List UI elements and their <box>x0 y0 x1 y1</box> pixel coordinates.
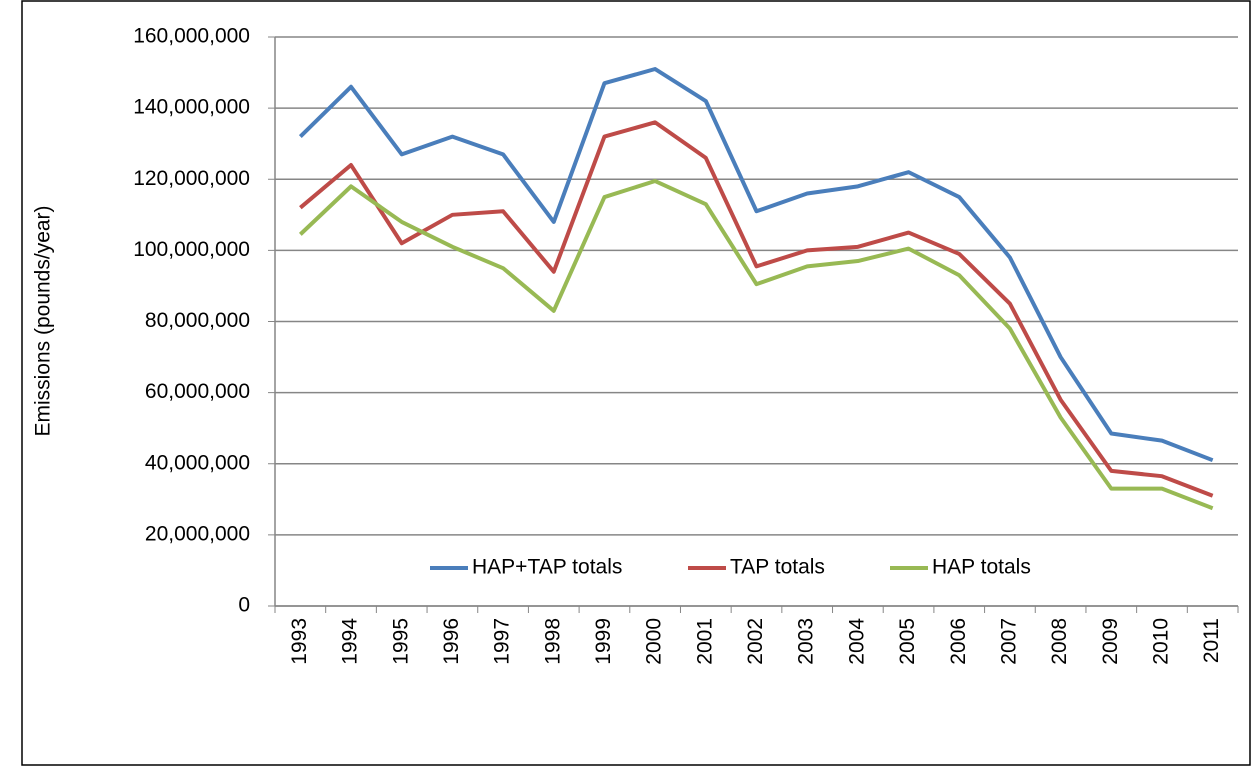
x-tick-label: 2006 <box>947 618 970 665</box>
y-tick-label: 100,000,000 <box>133 238 250 261</box>
x-tick-label: 2000 <box>643 618 666 665</box>
x-tick-label: 2010 <box>1150 618 1173 665</box>
x-tick-label: 2011 <box>1200 618 1223 663</box>
y-tick-label: 140,000,000 <box>133 96 250 119</box>
x-tick-label: 2003 <box>795 618 818 665</box>
x-tick-label: 1996 <box>440 618 463 665</box>
frame <box>21 0 1251 766</box>
x-tick-label: 2005 <box>896 618 919 665</box>
y-tick-label: 0 <box>238 594 250 617</box>
y-tick-label: 80,000,000 <box>145 309 250 332</box>
x-tick-label: 2004 <box>845 618 868 665</box>
x-tick-label: 2009 <box>1099 618 1122 665</box>
x-tick-label: 2008 <box>1048 618 1071 665</box>
y-axis-label: Emissions (pounds/year) <box>32 205 55 436</box>
legend-label: HAP+TAP totals <box>472 556 622 579</box>
y-tick-label: 20,000,000 <box>145 522 250 545</box>
x-tick-label: 1993 <box>288 618 311 665</box>
y-tick-label: 120,000,000 <box>133 167 250 190</box>
x-tick-label: 1994 <box>339 618 362 665</box>
x-tick-label: 2001 <box>693 618 716 665</box>
x-tick-label: 1999 <box>592 618 615 665</box>
y-tick-label: 60,000,000 <box>145 380 250 403</box>
line <box>298 179 1214 511</box>
line <box>299 120 1214 498</box>
line <box>298 67 1214 463</box>
x-tick-label: 2007 <box>997 618 1020 665</box>
y-tick-label: 40,000,000 <box>145 451 250 474</box>
legend-label: HAP totals <box>932 556 1031 579</box>
legend-label: TAP totals <box>730 556 825 579</box>
y-tick-label: 160,000,000 <box>133 25 250 48</box>
x-tick-label: 1998 <box>541 618 564 665</box>
x-tick-label: 1995 <box>389 618 412 665</box>
x-tick-label: 1997 <box>491 618 514 665</box>
x-tick-label: 2002 <box>744 618 767 665</box>
